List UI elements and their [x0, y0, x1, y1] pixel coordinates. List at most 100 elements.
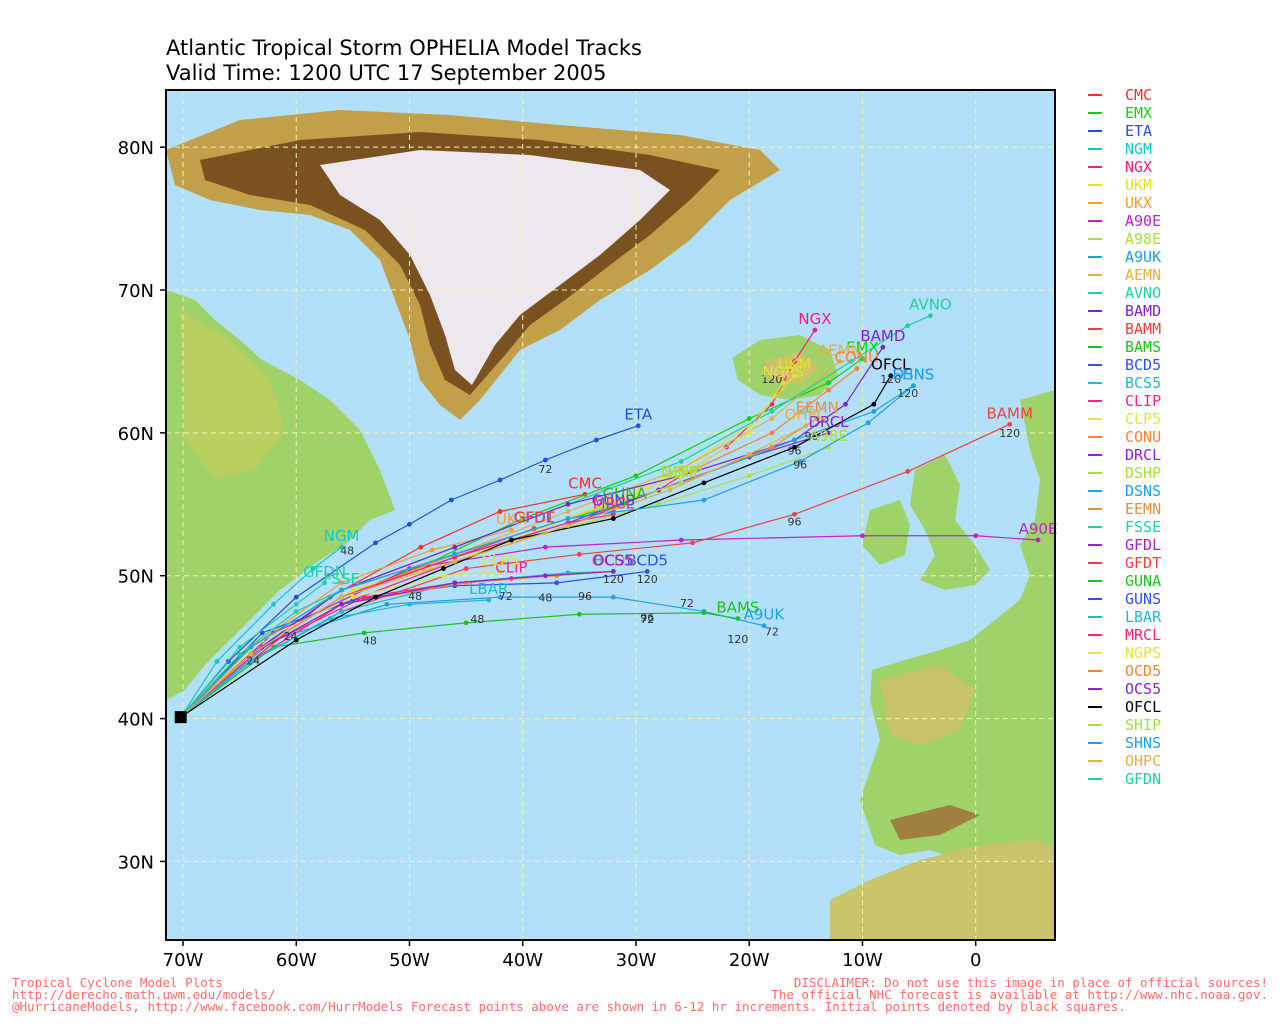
- axis-ticks: 70W 60W 50W 40W 30W 20W 10W 0 30N 40N 50N 60N 70N 80N: [118, 138, 982, 971]
- legend-label: OCD5: [1125, 662, 1162, 680]
- chart-subtitle: Valid Time: 1200 UTC 17 September 2005: [166, 61, 607, 85]
- footer-site-link[interactable]: http://derecho.math.uwm.edu/models/: [12, 987, 276, 1002]
- track-point-gfdn: [237, 644, 243, 650]
- legend-swatch: [1088, 202, 1102, 204]
- track-point-eta: [542, 457, 548, 463]
- legend-item-dshp: DSHP: [1088, 464, 1278, 482]
- track-point-avno: [678, 459, 684, 464]
- north-africa-land: [830, 840, 1055, 940]
- legend-item-cmc: CMC: [1088, 86, 1278, 104]
- forecast-hour-label: 96: [805, 430, 819, 443]
- track-end-label-guna: GUNA: [603, 484, 648, 502]
- track-point-ukx: [339, 580, 344, 586]
- track-point-a9uk: [610, 594, 616, 600]
- track-point-dsns: [871, 409, 877, 414]
- track-point-lbar: [407, 601, 412, 607]
- legend-item-bcd5: BCD5: [1088, 356, 1278, 374]
- legend-label: MRCL: [1125, 626, 1162, 644]
- legend-swatch: [1088, 400, 1102, 402]
- legend-label: BCD5: [1125, 356, 1162, 374]
- legend-item-conu: CONU: [1088, 428, 1278, 446]
- track-point-ukx: [429, 547, 435, 553]
- track-end-label-drcl: DRCL: [808, 413, 849, 431]
- track-end-label-eemn: EEMN: [796, 399, 839, 417]
- atlas-mountains: [890, 805, 980, 840]
- track-end-label-fsse: FSSE: [323, 570, 360, 588]
- track-point-ngx: [792, 359, 797, 364]
- track-point-a90e: [860, 533, 865, 539]
- legend-swatch: [1088, 328, 1102, 330]
- forecast-hour-label: 120: [637, 573, 658, 586]
- legend-swatch: [1088, 742, 1102, 744]
- legend-swatch: [1088, 472, 1102, 474]
- x-tick-label: 20W: [729, 950, 770, 971]
- track-end-label-shns: SHNS: [893, 366, 935, 384]
- track-point-ohpc: [667, 487, 673, 493]
- track-point-clp5: [350, 594, 356, 600]
- legend-item-ocs5: OCS5: [1088, 680, 1278, 698]
- track-end-label-clp5: CLP5: [481, 551, 518, 569]
- forecast-hour-label: 120: [897, 387, 918, 400]
- track-point-emx: [826, 380, 831, 386]
- forecast-hour-label: 96: [793, 459, 807, 472]
- track-end-label-gfdn: GFDN: [303, 563, 346, 581]
- legend-item-ukx: UKX: [1088, 194, 1278, 212]
- y-tick-label: 70N: [118, 281, 154, 302]
- track-point-a98e: [746, 473, 752, 479]
- track-point-ngx: [769, 401, 775, 407]
- legend-item-bcs5: BCS5: [1088, 374, 1278, 392]
- track-point-ofcl: [888, 373, 894, 379]
- track-point-bamm: [690, 540, 696, 546]
- track-point-emx: [633, 473, 639, 479]
- track-point-emx: [746, 416, 752, 421]
- legend-swatch: [1088, 526, 1102, 528]
- legend-swatch: [1088, 778, 1102, 780]
- track-end-label-ofcl: OFCL: [871, 356, 911, 374]
- legend-swatch: [1088, 706, 1102, 708]
- legend-item-fsse: FSSE: [1088, 518, 1278, 536]
- track-point-eta: [293, 594, 299, 600]
- legend-item-eemn: EEMN: [1088, 500, 1278, 518]
- track-point-ocs5: [339, 601, 344, 607]
- track-point-dsns: [792, 437, 797, 443]
- footer-nhc-link[interactable]: The official NHC forecast is available a…: [771, 987, 1268, 1002]
- track-point-drcl: [826, 430, 831, 436]
- x-tick-label: 50W: [389, 950, 430, 971]
- legend-item-avno: AVNO: [1088, 284, 1278, 302]
- track-point-ocs5: [452, 580, 458, 586]
- track-point-ngps: [678, 473, 684, 479]
- track-point-conu: [769, 430, 775, 436]
- track-point-ofcl: [373, 594, 378, 600]
- forecast-hour-label: 24: [246, 654, 260, 667]
- legend-swatch: [1088, 220, 1102, 222]
- track-end-label-aemn: AEMN: [818, 341, 862, 359]
- track-point-bamm: [1007, 421, 1013, 427]
- legend-label: DSHP: [1125, 464, 1162, 482]
- legend-label: OHPC: [1125, 752, 1162, 770]
- forecast-hour-label: 72: [640, 613, 654, 626]
- chart-title: Atlantic Tropical Storm OPHELIA Model Tr…: [166, 36, 642, 60]
- track-point-eemn: [814, 416, 820, 421]
- track-point-cmc: [418, 544, 424, 550]
- track-point-bamm: [576, 551, 582, 557]
- track-point-eta: [407, 521, 412, 527]
- legend-item-dsns: DSNS: [1088, 482, 1278, 500]
- forecast-hour-label: 120: [727, 633, 748, 646]
- legend-item-gfdt: GFDT: [1088, 554, 1278, 572]
- legend-label: UKX: [1125, 194, 1153, 212]
- legend-item-aemn: AEMN: [1088, 266, 1278, 284]
- track-end-label-bcd5: BCD5: [627, 551, 669, 569]
- legend-label: GUNS: [1125, 590, 1162, 608]
- forecast-hour-label: 48: [363, 634, 377, 647]
- track-point-bcd5: [644, 569, 650, 574]
- track-end-label-conu: CONU: [835, 349, 879, 367]
- track-point-shns: [797, 459, 803, 464]
- legend-item-ngm: NGM: [1088, 140, 1278, 158]
- track-point-bamd: [452, 544, 458, 550]
- legend-label: BCS5: [1125, 374, 1162, 392]
- legend-label: UKM: [1125, 176, 1153, 194]
- track-point-bams: [701, 610, 707, 616]
- track-point-ofcl: [441, 566, 446, 571]
- landmass-layer: [166, 110, 1055, 940]
